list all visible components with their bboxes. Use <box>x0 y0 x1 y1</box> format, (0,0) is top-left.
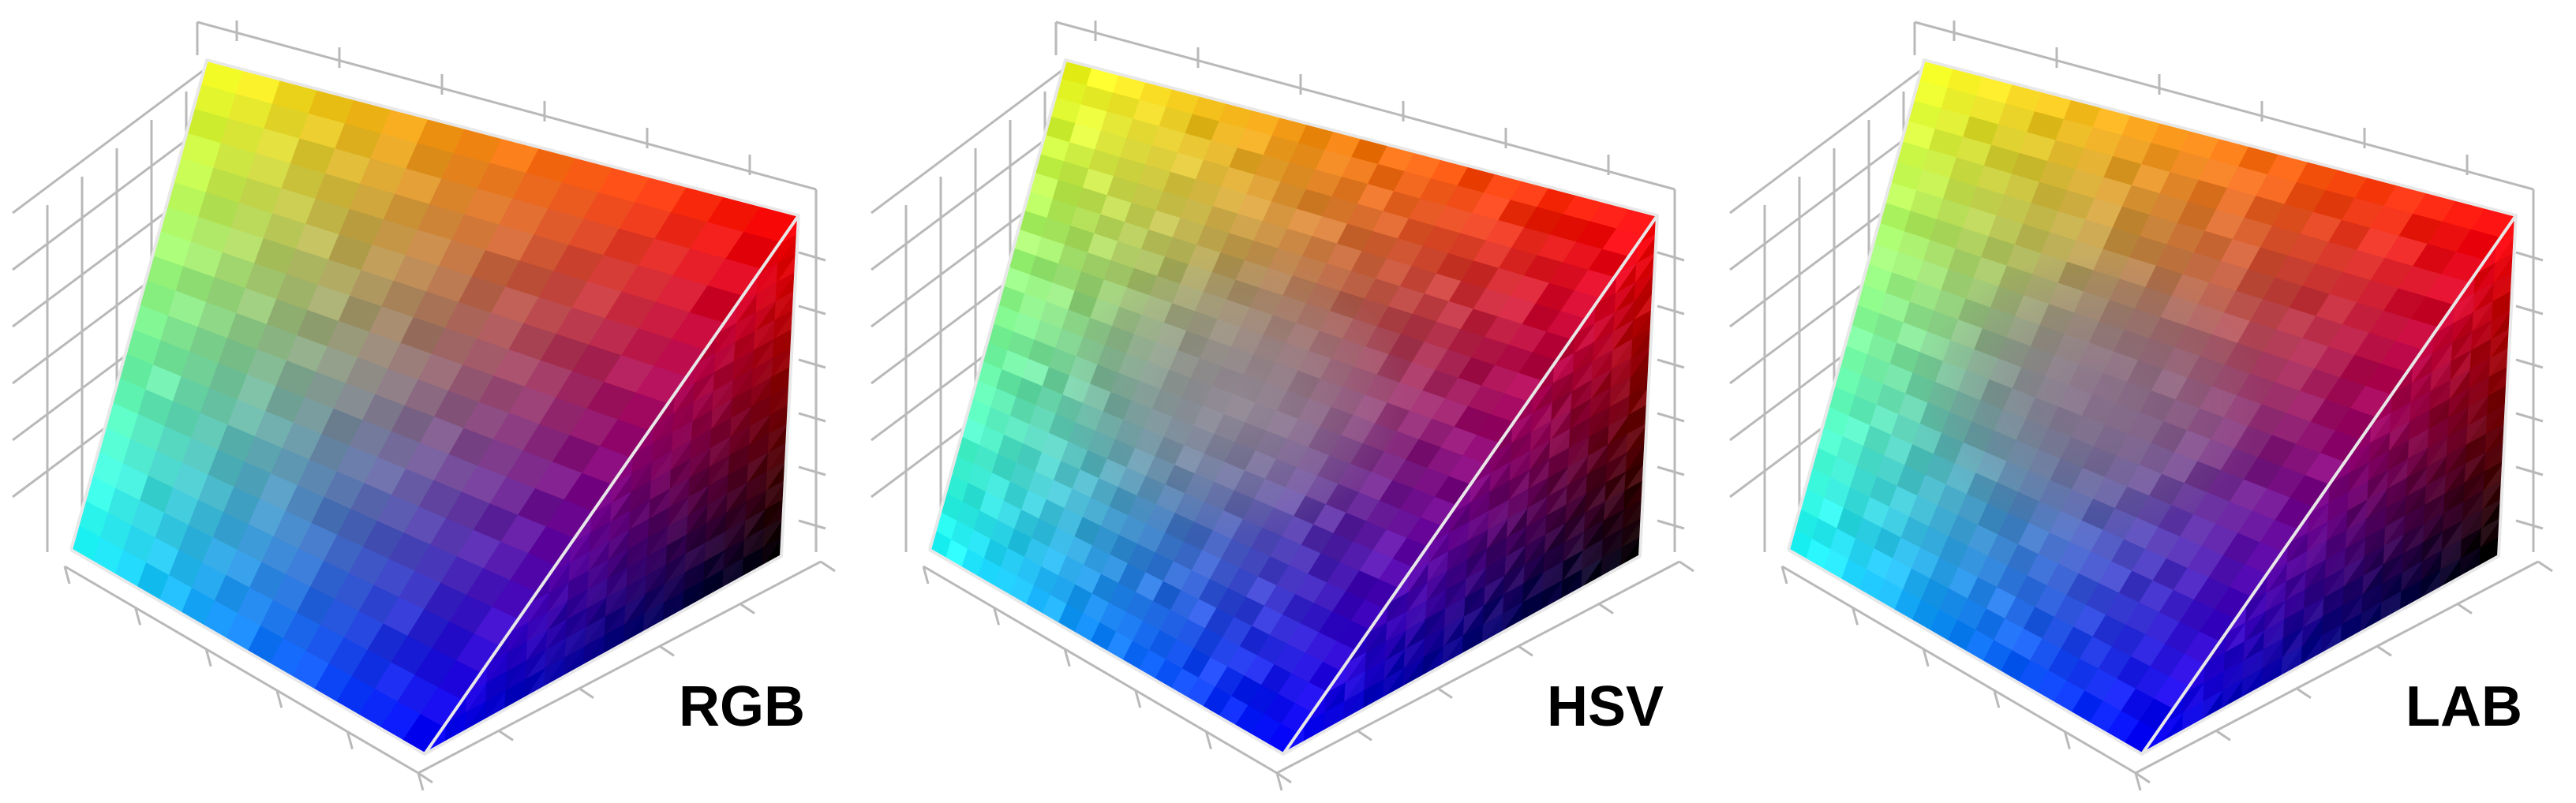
grid-line <box>417 772 425 791</box>
grid-line <box>2063 731 2071 749</box>
grid-line <box>1914 21 2534 191</box>
desaturated-center <box>1919 252 2267 537</box>
grid-line <box>923 565 1278 775</box>
grid-line <box>12 118 214 271</box>
grid-line <box>1780 566 1788 585</box>
grid-line <box>204 648 212 667</box>
grid-line <box>871 62 1073 215</box>
panel-label-lab: LAB <box>2406 675 2522 738</box>
grid-line <box>2515 251 2544 262</box>
grid-line <box>1518 644 1533 657</box>
grid-line <box>498 730 514 741</box>
grid-line <box>798 251 826 262</box>
edge-highlights <box>1787 58 2518 756</box>
grid-line <box>578 687 594 700</box>
grid-line <box>64 565 419 775</box>
grid-line <box>1055 21 1676 191</box>
grid-line <box>1922 648 1930 667</box>
outline-edge <box>928 58 1659 756</box>
grid-line <box>798 465 826 476</box>
grid-line <box>2376 644 2392 657</box>
grid-line <box>798 358 826 369</box>
grid-line <box>798 519 826 530</box>
grid-line <box>659 644 675 657</box>
grid-line <box>1357 730 1372 741</box>
grid-line <box>2134 772 2142 791</box>
grid-line <box>798 304 826 316</box>
grid-line <box>1729 62 1931 215</box>
grid-line <box>798 412 826 423</box>
grid-line <box>2515 519 2544 530</box>
diagonal-edge <box>2140 214 2518 756</box>
grid-line <box>993 607 1001 626</box>
grid-line <box>1204 731 1212 749</box>
grid-line <box>1993 689 2001 708</box>
grid-line <box>2515 358 2544 369</box>
grid-line <box>417 560 822 775</box>
grid-line <box>134 607 142 626</box>
grid-line <box>2457 603 2473 614</box>
diagonal-edge <box>423 214 800 756</box>
grid-line <box>1276 771 1292 784</box>
grid-line <box>1275 772 1283 791</box>
outline-edge <box>69 58 800 756</box>
grid-line <box>2215 730 2231 741</box>
outline-edge <box>1787 58 2518 756</box>
grid-line <box>275 689 283 708</box>
edge-highlights <box>928 58 1659 756</box>
cube-render-hsv <box>871 21 1694 791</box>
panel-rgb: RGB <box>0 0 859 803</box>
grid-line <box>1134 689 1142 708</box>
cube-render-rgb <box>12 21 836 791</box>
grid-line <box>1781 565 2136 775</box>
grid-line <box>2296 687 2312 700</box>
grid-line <box>1657 304 1685 316</box>
grid-line <box>346 731 354 749</box>
grid-line <box>417 771 433 784</box>
grid-line <box>2135 560 2539 775</box>
desaturated-center <box>1060 252 1408 537</box>
grid-line <box>1276 560 1680 775</box>
diagonal-edge <box>1282 214 1659 756</box>
grid-line <box>1852 607 1859 626</box>
panel-lab: LAB <box>1717 0 2576 803</box>
grid-line <box>1657 251 1685 262</box>
grid-line <box>1437 687 1453 700</box>
grid-line <box>871 118 1073 271</box>
grid-line <box>1063 648 1071 667</box>
grid-line <box>922 566 930 585</box>
panel-hsv: HSV <box>859 0 1717 803</box>
grid-line <box>1598 603 1614 614</box>
grid-line <box>1679 560 1694 573</box>
grid-line <box>2515 412 2544 423</box>
grid-line <box>63 566 71 585</box>
edge-highlights <box>69 58 800 756</box>
grid-line <box>1657 465 1685 476</box>
grid-line <box>2135 771 2151 784</box>
grid-line <box>820 560 836 573</box>
grid-line <box>12 62 214 215</box>
grid-line <box>2515 465 2544 476</box>
side-face <box>2141 213 2517 755</box>
grid-line <box>1729 118 1931 271</box>
panel-label-rgb: RGB <box>679 675 805 738</box>
grid-line <box>2537 560 2553 573</box>
grid-line <box>1657 519 1685 530</box>
grid-line <box>1657 358 1685 369</box>
grid-line <box>2515 304 2544 316</box>
grid-line <box>197 21 817 191</box>
panel-label-hsv: HSV <box>1546 675 1664 738</box>
grid-line <box>1657 412 1685 423</box>
axis-grid <box>871 21 1694 791</box>
cube-render-lab <box>1729 21 2553 791</box>
grid-line <box>739 603 755 614</box>
